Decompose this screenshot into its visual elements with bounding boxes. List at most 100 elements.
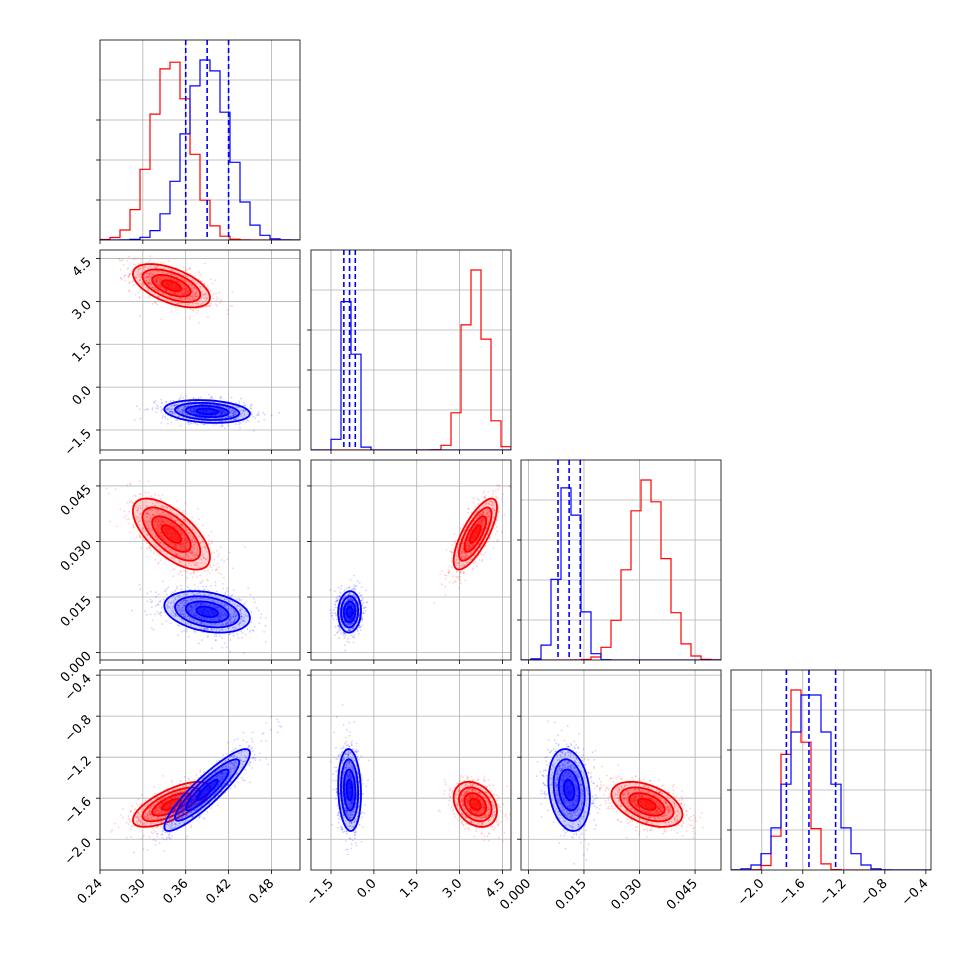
scatter-point [193,630,196,633]
scatter-point [218,619,221,621]
scatter-point [171,524,174,527]
scatter-point [228,595,231,598]
scatter-point [492,492,494,495]
scatter-point [468,545,471,547]
scatter-point [127,275,129,278]
scatter-point [241,632,244,635]
scatter-point [164,589,167,591]
scatter-point [160,523,162,525]
scatter-point [168,411,171,413]
scatter-point [153,301,156,304]
scatter-point [161,291,164,294]
scatter-point [483,513,486,516]
scatter-point [180,523,183,526]
scatter-point [154,545,157,548]
scatter-point [188,298,191,301]
scatter-point [183,298,185,301]
scatter-point [482,513,484,515]
scatter-point [170,410,173,412]
scatter-point [460,552,463,555]
scatter-point [194,524,197,527]
scatter-point [243,404,246,407]
scatter-point [157,290,160,293]
scatter-point [187,555,190,558]
scatter-point [205,299,208,302]
scatter-point [147,289,150,291]
scatter-point [460,552,463,555]
scatter-point [189,605,192,608]
scatter-point [202,628,205,630]
scatter-point [154,267,157,269]
scatter-point [198,597,201,600]
scatter-point [465,548,468,551]
scatter-point [145,613,148,616]
scatter-point [157,520,160,522]
scatter-point [150,282,152,284]
scatter-point [230,396,233,399]
scatter-point [220,408,223,411]
scatter-point [160,614,163,617]
scatter-point [197,616,200,619]
scatter-point [221,425,224,428]
scatter-point [480,520,483,523]
scatter-point [194,607,197,610]
scatter-point [147,512,150,515]
scatter-point [215,296,218,298]
scatter-point [195,576,198,578]
scatter-point [448,581,451,584]
scatter-point [191,546,194,548]
scatter-point [227,415,230,418]
scatter-point [181,611,183,614]
scatter-point [195,541,198,543]
density-fill [161,525,182,543]
scatter-point [170,542,173,545]
scatter-point [182,396,185,399]
scatter-point [160,402,163,405]
scatter-point [175,526,178,529]
scatter-point [228,619,231,621]
scatter-point [185,541,187,544]
contour-line [163,399,251,424]
scatter-point [210,552,213,555]
scatter-point [145,272,148,275]
scatter-point [133,526,135,529]
scatter-point [169,278,172,281]
scatter-point [231,409,234,412]
scatter-point [132,280,135,282]
scatter-point [245,615,247,618]
scatter-point [158,284,161,287]
scatter-point [184,537,186,540]
scatter-point [250,621,253,624]
scatter-point [225,624,228,626]
scatter-point [178,297,181,300]
scatter-point [501,531,503,534]
scatter-point [226,621,229,624]
scatter-point [460,550,463,553]
scatter-point [229,619,232,622]
scatter-point [463,564,465,566]
scatter-point [206,298,209,300]
scatter-point [462,555,465,558]
scatter-point [172,610,175,613]
scatter-point [172,599,175,602]
scatter-point [218,618,221,621]
scatter-point [203,603,206,605]
scatter-point [217,297,220,300]
scatter-point [221,424,223,427]
scatter-point [474,525,476,527]
scatter-point [455,571,458,574]
scatter-point [216,628,218,630]
scatter-point [198,413,201,416]
scatter-point [230,410,233,412]
scatter-point [197,302,200,305]
scatter-point [218,566,220,569]
scatter-point [174,543,177,546]
scatter-point [214,633,217,636]
scatter-point [194,292,197,294]
scatter-point [225,604,228,606]
scatter-point [501,493,504,496]
scatter-point [140,272,143,275]
scatter-point [149,520,152,523]
scatter-point [175,544,178,546]
histogram-series-0 [311,269,511,450]
